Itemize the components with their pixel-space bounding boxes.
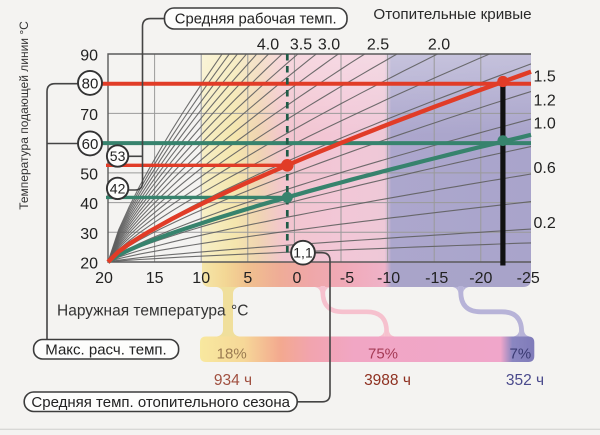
svg-text:352 ч: 352 ч bbox=[506, 372, 544, 389]
svg-text:°C: °C bbox=[231, 303, 248, 320]
svg-text:90: 90 bbox=[80, 48, 98, 65]
svg-text:3.0: 3.0 bbox=[318, 37, 340, 54]
svg-text:Наружная температура: Наружная температура bbox=[57, 303, 226, 320]
svg-text:30: 30 bbox=[80, 226, 98, 243]
svg-text:1,1: 1,1 bbox=[293, 245, 313, 261]
svg-text:-5: -5 bbox=[340, 270, 354, 287]
svg-text:20: 20 bbox=[95, 270, 113, 287]
svg-text:Температура подающей линии °C: Температура подающей линии °C bbox=[17, 21, 31, 210]
svg-text:70: 70 bbox=[80, 107, 98, 124]
svg-text:-25: -25 bbox=[517, 270, 540, 287]
svg-text:0.2: 0.2 bbox=[534, 215, 556, 232]
svg-text:-10: -10 bbox=[377, 270, 400, 287]
svg-text:60: 60 bbox=[82, 136, 99, 153]
svg-text:80: 80 bbox=[82, 75, 99, 92]
svg-text:3988 ч: 3988 ч bbox=[364, 372, 411, 389]
svg-text:50: 50 bbox=[80, 166, 98, 183]
svg-text:75%: 75% bbox=[368, 345, 398, 362]
svg-text:1.2: 1.2 bbox=[534, 93, 556, 110]
svg-text:18%: 18% bbox=[217, 345, 247, 362]
svg-text:0.6: 0.6 bbox=[534, 160, 556, 177]
svg-text:-20: -20 bbox=[469, 270, 492, 287]
svg-text:0: 0 bbox=[292, 270, 301, 287]
svg-text:40: 40 bbox=[80, 196, 98, 213]
svg-text:53: 53 bbox=[110, 148, 126, 164]
svg-text:-15: -15 bbox=[425, 270, 448, 287]
svg-text:2.5: 2.5 bbox=[367, 37, 389, 54]
svg-text:Отопительные кривые: Отопительные кривые bbox=[373, 6, 531, 23]
svg-text:15: 15 bbox=[146, 270, 164, 287]
svg-text:10: 10 bbox=[192, 270, 210, 287]
svg-text:1.0: 1.0 bbox=[534, 116, 556, 133]
svg-text:5: 5 bbox=[243, 270, 252, 287]
svg-text:Средняя рабочая темп.: Средняя рабочая темп. bbox=[175, 11, 337, 27]
svg-text:2.0: 2.0 bbox=[428, 37, 450, 54]
svg-text:4.0: 4.0 bbox=[257, 37, 279, 54]
svg-text:Макс. расч. темп.: Макс. расч. темп. bbox=[45, 341, 166, 358]
svg-text:3.5: 3.5 bbox=[290, 37, 312, 54]
svg-text:934 ч: 934 ч bbox=[214, 372, 252, 389]
svg-text:1.5: 1.5 bbox=[534, 69, 556, 86]
svg-text:42: 42 bbox=[110, 180, 126, 196]
svg-text:7%: 7% bbox=[510, 345, 532, 362]
svg-text:Средняя темп. отопительного се: Средняя темп. отопительного сезона bbox=[31, 394, 290, 411]
svg-text:20: 20 bbox=[80, 256, 98, 273]
